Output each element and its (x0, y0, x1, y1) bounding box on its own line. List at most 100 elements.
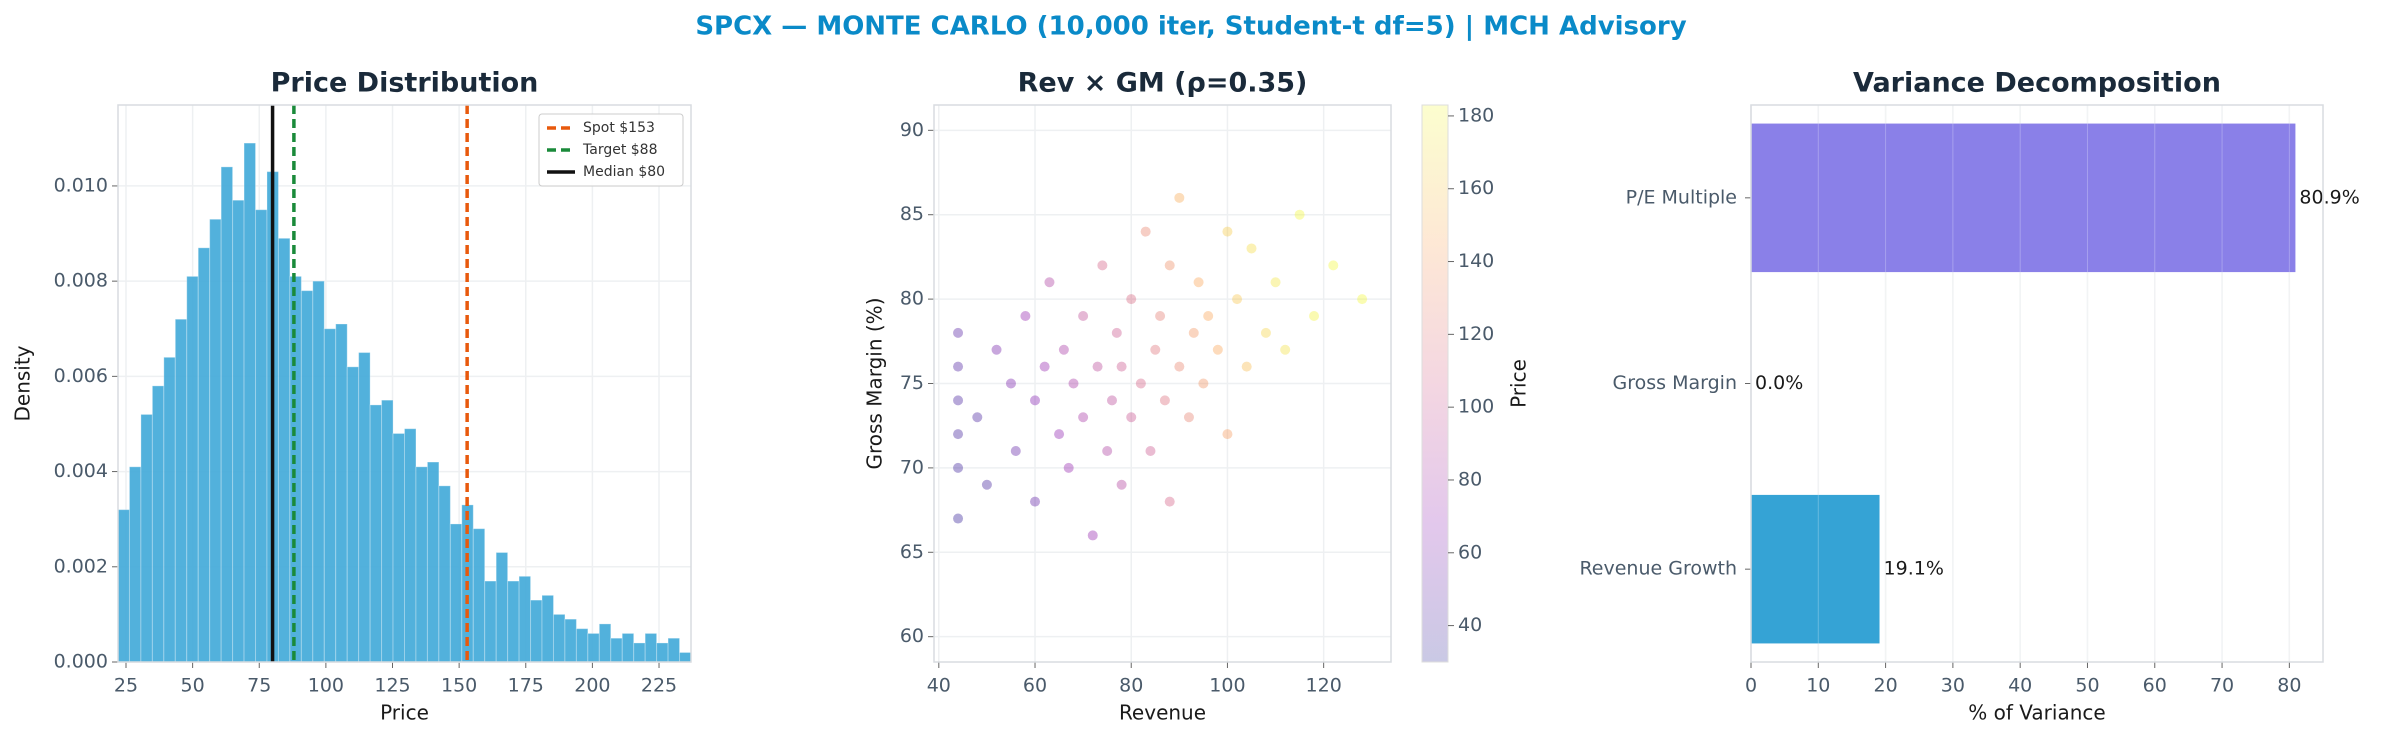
y-axis-label: Gross Margin (%) (863, 298, 887, 470)
scatter-point (1203, 310, 1214, 321)
x-axis-label: Revenue (1119, 701, 1206, 725)
hist-bar (472, 528, 486, 663)
scatter-point (1309, 310, 1320, 321)
value-label: 19.1% (1884, 558, 1944, 580)
axes-frame (933, 104, 1392, 663)
x-tick-label: 30 (1941, 675, 1965, 697)
subplot-title: Price Distribution (271, 68, 539, 99)
scatter-point (1087, 530, 1098, 541)
hist-bar (426, 461, 440, 663)
y-tick-label: 60 (900, 625, 924, 647)
scatter-point (1270, 277, 1281, 288)
value-label: 80.9% (2299, 186, 2359, 208)
scatter-point (1111, 327, 1122, 338)
scatter-point (1232, 294, 1243, 305)
scatter-point (1193, 277, 1204, 288)
scatter-point (1183, 412, 1194, 423)
x-tick-label: 50 (2075, 675, 2099, 697)
hist-bar (415, 466, 428, 663)
scatter-point (1058, 344, 1069, 355)
hist-bar (438, 485, 451, 663)
x-tick-label: 75 (247, 675, 271, 697)
y-tick-label: 80 (900, 288, 924, 310)
y-tick-label: 0.010 (54, 174, 108, 196)
x-tick-label: 60 (2143, 675, 2167, 697)
scatter-point (1140, 226, 1151, 237)
x-tick-label: 70 (2210, 675, 2234, 697)
scatter-point (991, 344, 1002, 355)
legend-label: Spot $153 (583, 120, 655, 136)
hist-bar (667, 637, 681, 663)
hist-bar (449, 523, 463, 663)
hist-bar (507, 580, 520, 663)
x-tick-label: 175 (508, 675, 544, 697)
hist-bar (335, 323, 348, 663)
hist-bar (541, 594, 554, 663)
y-tick-label: 0.002 (54, 555, 108, 577)
scatter-point (1010, 446, 1021, 457)
hist-bar (610, 637, 623, 663)
hist-bar (346, 366, 360, 663)
bar (1751, 123, 2296, 273)
scatter-point (1155, 310, 1166, 321)
axes-frame (117, 104, 692, 663)
hist-bar (484, 580, 497, 663)
scatter-point (1159, 395, 1170, 406)
hist-bar (530, 599, 543, 663)
x-axis-label: % of Variance (1968, 701, 2105, 725)
scatter-point (1150, 344, 1161, 355)
scatter-point (1092, 361, 1103, 372)
y-tick-label: 0.000 (54, 651, 108, 673)
hist-bar (255, 209, 268, 663)
category-label: Gross Margin (1613, 372, 1737, 394)
scatter-point (953, 327, 964, 338)
colorbar-tick-label: 140 (1458, 250, 1494, 272)
figure-title: SPCX — MONTE CARLO (10,000 iter, Student… (695, 12, 1686, 42)
hist-bar (186, 275, 199, 663)
hist-bar (404, 428, 417, 663)
hist-bar (679, 651, 692, 663)
scatter-point (1039, 361, 1050, 372)
hist-bar (323, 328, 337, 663)
hist-bar (140, 413, 153, 663)
x-tick-label: 225 (641, 675, 677, 697)
scatter-point (1030, 496, 1041, 507)
hist-bar (232, 199, 245, 663)
scatter-point (1164, 260, 1175, 271)
colorbar-tick-label: 180 (1458, 104, 1494, 126)
hist-bar (633, 642, 646, 663)
x-tick-label: 120 (1306, 675, 1342, 697)
scatter-point (1280, 344, 1291, 355)
colorbar-label: Price (1507, 359, 1531, 408)
hist-bar (220, 166, 234, 663)
scatter-point (1164, 496, 1175, 507)
y-tick-label: 90 (900, 119, 924, 141)
hist-bar (174, 318, 188, 663)
y-tick-label: 0.004 (54, 460, 108, 482)
x-tick-label: 80 (2277, 675, 2301, 697)
x-tick-label: 10 (1806, 675, 1830, 697)
x-tick-label: 40 (2008, 675, 2032, 697)
hist-bar (564, 618, 577, 663)
scatter-point (1116, 479, 1127, 490)
x-tick-label: 20 (1873, 675, 1897, 697)
y-tick-label: 70 (900, 456, 924, 478)
scatter-point (1030, 395, 1041, 406)
scatter-point (1174, 361, 1185, 372)
y-tick-label: 85 (900, 203, 924, 225)
hist-bar (117, 509, 130, 663)
scatter-point (1020, 310, 1031, 321)
hist-bar (644, 632, 658, 663)
hist-bar (197, 247, 211, 663)
legend-label: Target $88 (582, 142, 657, 158)
category-label: P/E Multiple (1626, 186, 1737, 208)
x-tick-label: 100 (308, 675, 344, 697)
scatter-point (1174, 192, 1185, 203)
scatter-point (953, 395, 964, 406)
scatter-point (1078, 412, 1089, 423)
scatter-point (1106, 395, 1117, 406)
scatter-point (1222, 429, 1233, 440)
scatter-point (1126, 294, 1137, 305)
x-tick-label: 100 (1209, 675, 1245, 697)
